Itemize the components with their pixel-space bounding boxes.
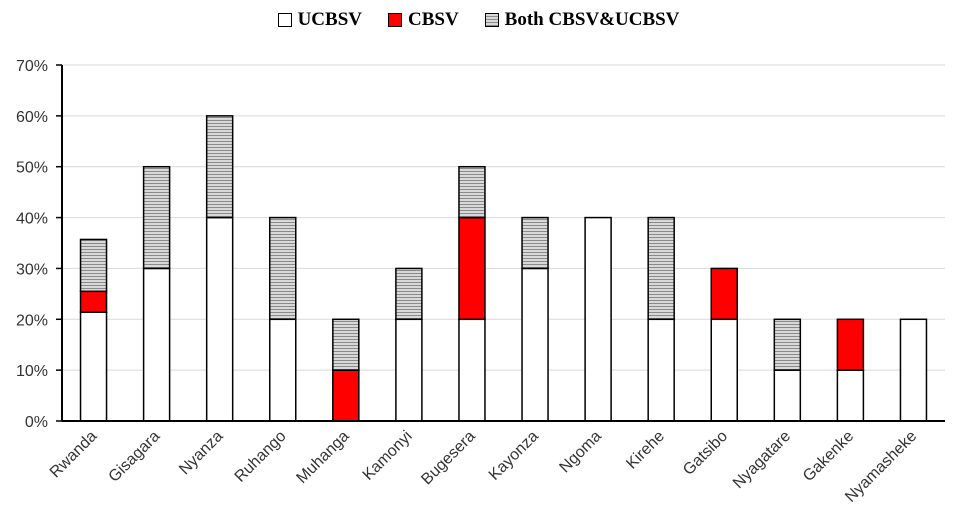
legend-label-both: Both CBSV&UCBSV bbox=[504, 9, 680, 30]
bar-segment-cbsv bbox=[836, 318, 865, 371]
bar-segment-cbsv bbox=[458, 216, 486, 321]
x-tick-label: Kirehe bbox=[623, 428, 668, 473]
bar-segment-ucbsv bbox=[584, 216, 612, 422]
bar-segment-both-cbsv-ucbsv bbox=[395, 267, 423, 321]
x-tick-label: Rwanda bbox=[47, 428, 101, 482]
y-tick-label: 60% bbox=[16, 109, 48, 126]
legend-item-ucbsv: UCBSV bbox=[277, 9, 362, 31]
bar-segment-both-cbsv-ucbsv bbox=[205, 115, 234, 219]
y-tick-label: 0% bbox=[25, 414, 48, 431]
y-tick-label: 30% bbox=[16, 261, 48, 278]
x-tick-label: Muhanga bbox=[293, 428, 352, 487]
bar-segment-both-cbsv-ucbsv bbox=[142, 165, 171, 270]
bar-segment-ucbsv bbox=[142, 267, 171, 422]
bar-segment-both-cbsv-ucbsv bbox=[79, 238, 108, 293]
bar-segment-ucbsv bbox=[521, 267, 549, 422]
bar-segment-ucbsv bbox=[395, 318, 423, 422]
legend-swatch-ucbsv bbox=[277, 13, 292, 27]
bar-segment-both-cbsv-ucbsv bbox=[647, 216, 675, 321]
legend-item-cbsv: CBSV bbox=[387, 9, 459, 31]
x-tick-label: Gakenke bbox=[800, 428, 857, 485]
y-tick-label: 10% bbox=[16, 363, 48, 380]
bar-segment-ucbsv bbox=[269, 318, 297, 422]
legend-label-cbsv: CBSV bbox=[407, 9, 459, 30]
bar-segment-ucbsv bbox=[899, 318, 928, 422]
legend-item-both: Both CBSV&UCBSV bbox=[484, 9, 680, 31]
bar-segment-both-cbsv-ucbsv bbox=[269, 216, 297, 321]
bar-segment-both-cbsv-ucbsv bbox=[332, 318, 360, 371]
x-tick-label: Kayonza bbox=[486, 428, 542, 484]
legend: UCBSV CBSV Both CBSV&UCBSV bbox=[0, 6, 957, 34]
legend-swatch-both bbox=[484, 13, 499, 27]
bar-segment-ucbsv bbox=[773, 369, 802, 422]
x-tick-label: Gisagara bbox=[106, 428, 164, 486]
x-tick-label: Gatsibo bbox=[680, 428, 731, 479]
x-tick-label: Ruhango bbox=[232, 428, 290, 486]
y-tick-label: 20% bbox=[16, 312, 48, 329]
x-tick-label: Nyagatare bbox=[730, 428, 794, 492]
bar-segment-ucbsv bbox=[205, 216, 234, 422]
bar-segment-both-cbsv-ucbsv bbox=[521, 216, 549, 270]
x-tick-label: Kamonyi bbox=[360, 428, 416, 484]
bar-segment-both-cbsv-ucbsv bbox=[773, 318, 802, 371]
y-tick-label: 40% bbox=[16, 211, 48, 228]
x-tick-label: Nyanza bbox=[176, 428, 226, 478]
bar-segment-cbsv bbox=[710, 267, 738, 321]
legend-label-ucbsv: UCBSV bbox=[297, 9, 362, 30]
bar-segment-ucbsv bbox=[79, 311, 108, 422]
y-tick-label: 70% bbox=[16, 58, 48, 75]
bar-segment-ucbsv bbox=[647, 318, 675, 422]
legend-swatch-cbsv bbox=[387, 13, 402, 27]
bar-segment-ucbsv bbox=[710, 318, 738, 422]
x-tick-label: Ngoma bbox=[556, 428, 605, 477]
x-tick-label: Bugesera bbox=[418, 428, 479, 489]
bar-segment-ucbsv bbox=[458, 318, 486, 422]
bar-segment-cbsv bbox=[79, 290, 108, 313]
bar-segment-both-cbsv-ucbsv bbox=[458, 165, 486, 219]
y-tick-label: 50% bbox=[16, 160, 48, 177]
bar-segment-cbsv bbox=[332, 369, 360, 422]
bar-segment-ucbsv bbox=[836, 369, 865, 422]
